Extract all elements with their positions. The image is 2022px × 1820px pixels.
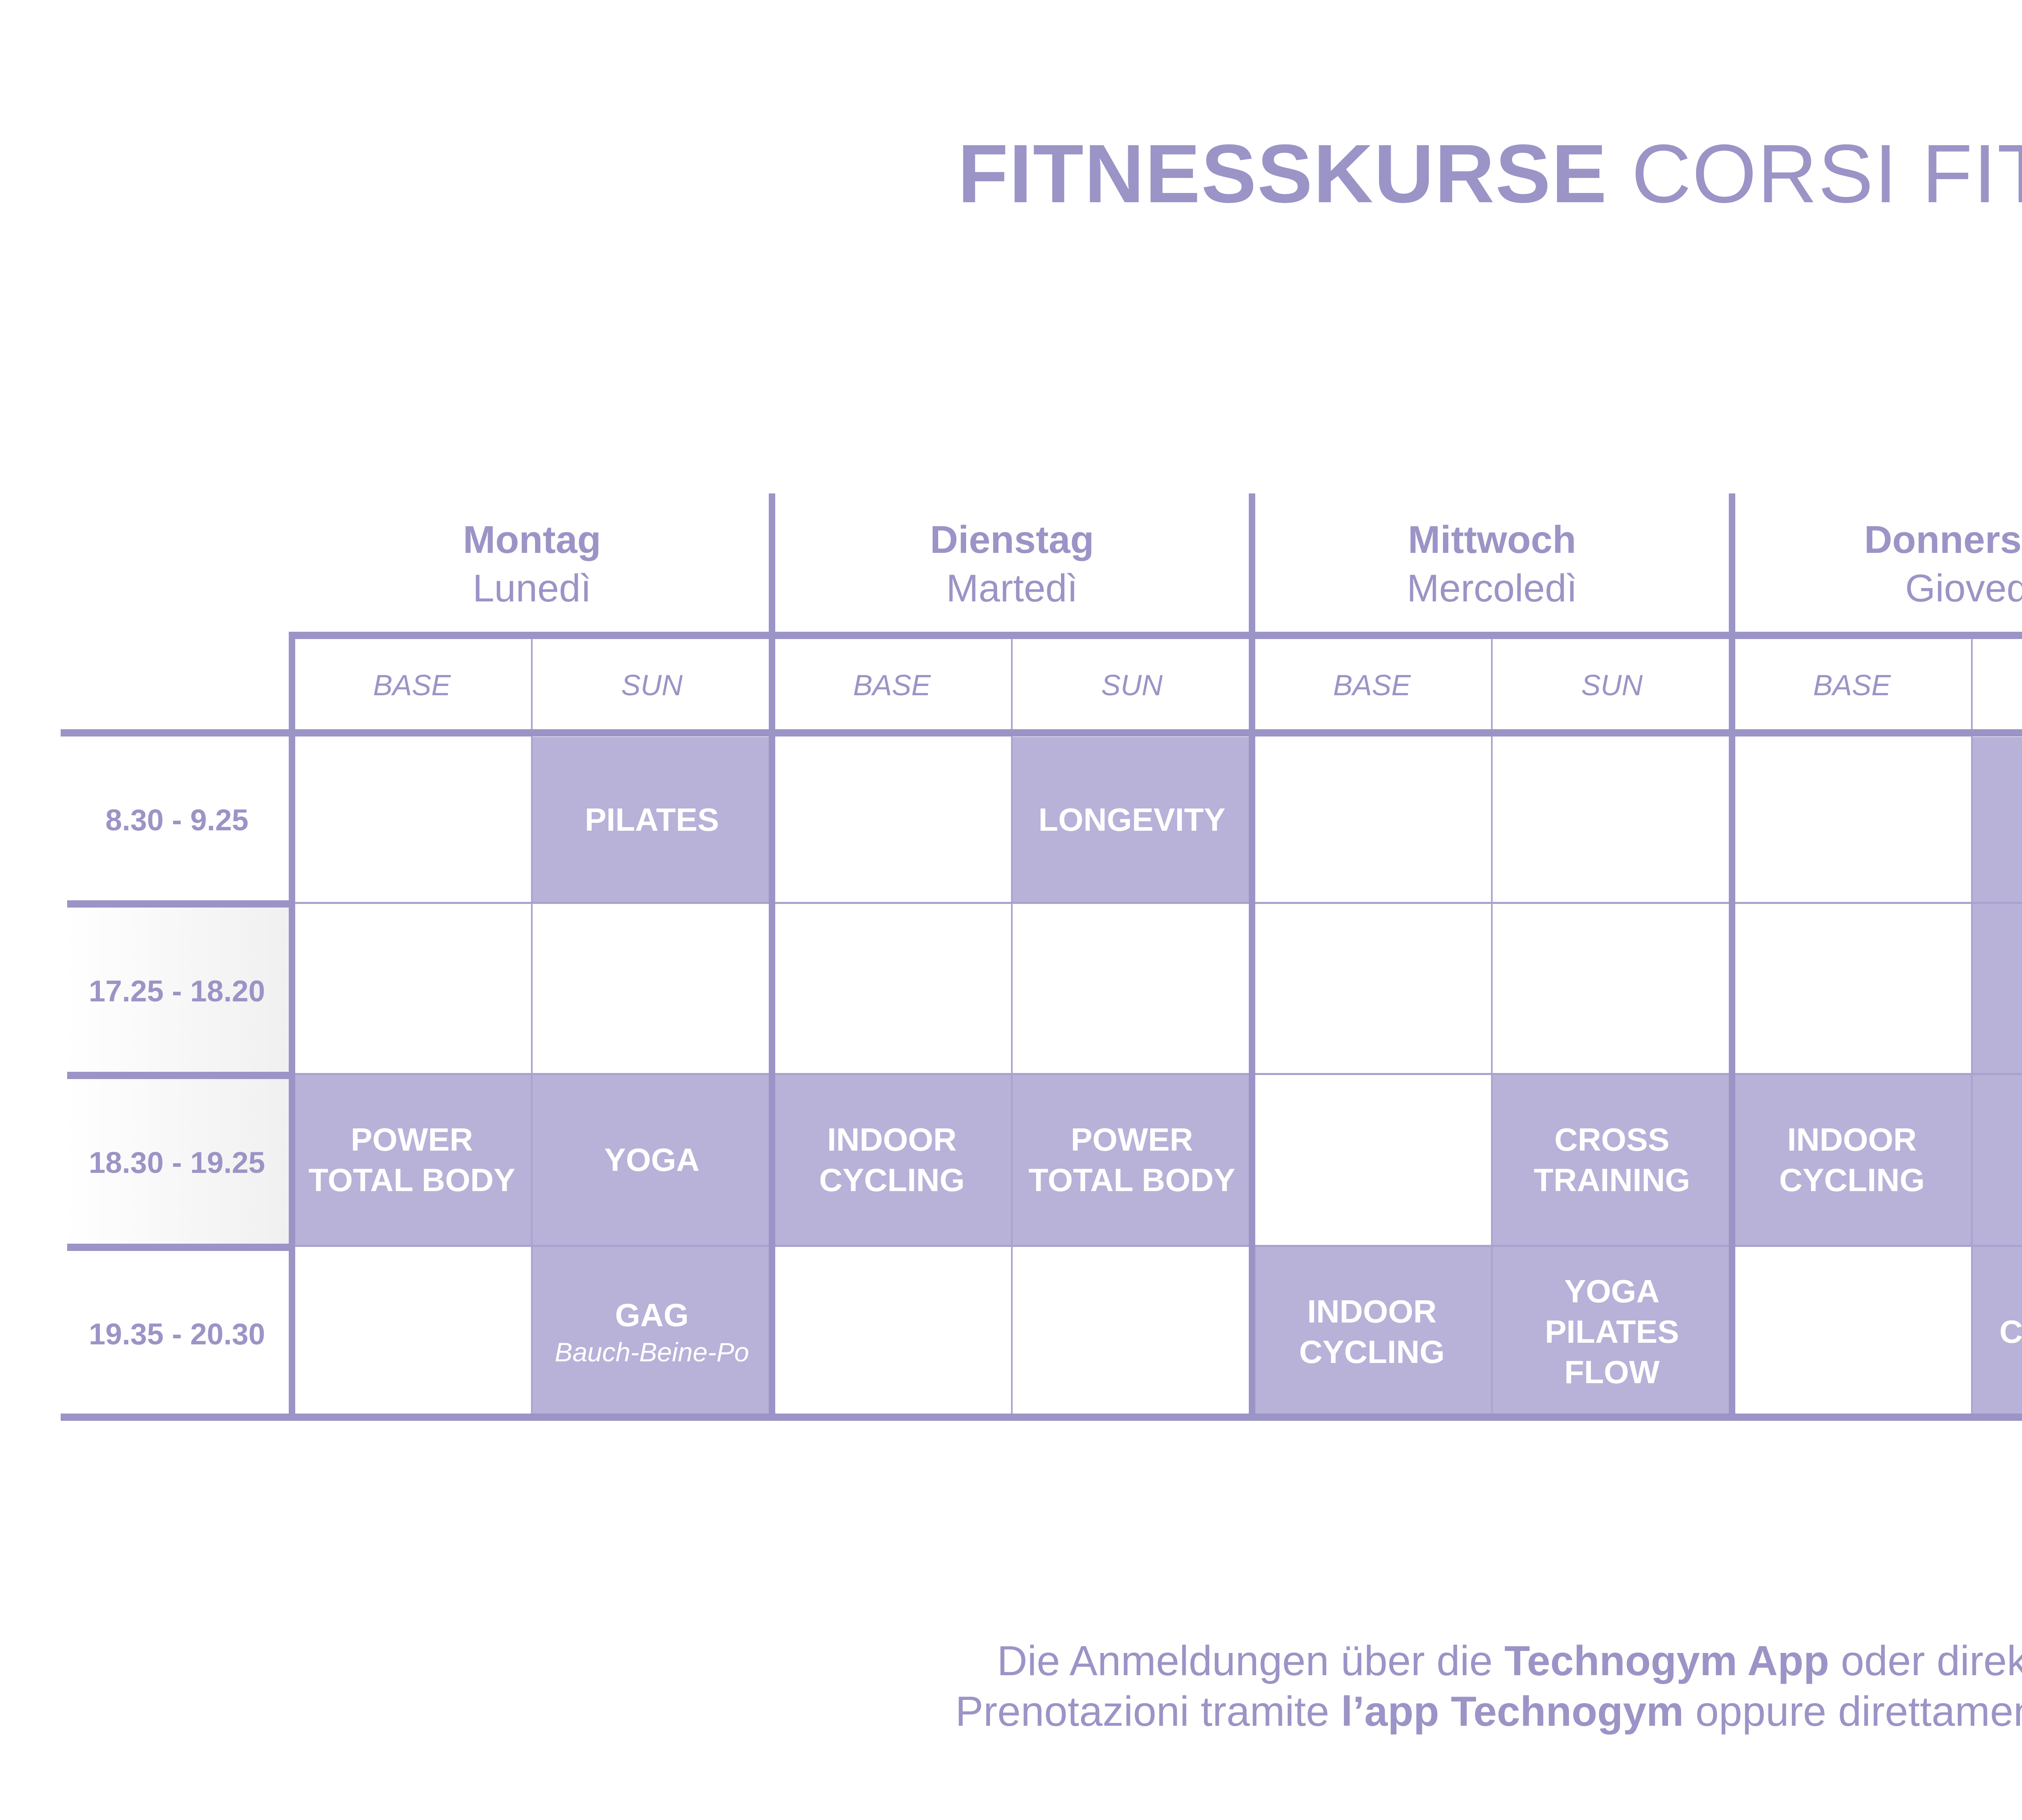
class-name-line: YOGA	[1564, 1273, 1660, 1309]
class-cell: INDOOR CYCLING	[1252, 1246, 1492, 1418]
class-name-line: TRAINING	[1533, 1162, 1690, 1198]
footer-line-italian: Prenotazioni tramite l’app Technogym opp…	[0, 1687, 2022, 1737]
class-cell: YOGA	[532, 1074, 772, 1246]
day-name-de: Montag	[463, 518, 601, 561]
time-rule	[67, 900, 292, 908]
subcolumn-divider	[1491, 637, 1493, 1418]
class-name-line: CYCLING	[819, 1162, 965, 1198]
subheader-sun: SUN	[1581, 669, 1643, 702]
row-divider	[292, 1073, 2022, 1075]
class-subtitle: Bauch-Beine-Po	[554, 1337, 749, 1367]
footer-text: Die Anmeldungen über die	[997, 1638, 1504, 1685]
subheader-rule	[61, 729, 2022, 736]
subheader-base: BASE	[1333, 669, 1411, 702]
time-rule	[67, 1072, 292, 1079]
class-cell: CROSS TRAINING	[1492, 1074, 1732, 1246]
day-header-thursday: Donnerstag Giovedì	[1732, 495, 2022, 633]
subcolumn-divider	[1011, 637, 1013, 1418]
class-name-line: POWER	[351, 1121, 473, 1158]
bottom-rule	[61, 1414, 2022, 1421]
page-title: FITNESSKURSE CORSI FITNESS	[0, 121, 2022, 226]
subcolumn-divider	[531, 637, 533, 1418]
class-name-line: CROSS	[1554, 1121, 1670, 1158]
day-header-monday: Montag Lunedì	[292, 495, 772, 633]
day-name-it: Lunedì	[472, 567, 592, 610]
class-name-line: FLOW	[1564, 1354, 1660, 1390]
day-header-wednesday: Mittwoch Mercoledì	[1252, 495, 1732, 633]
day-header-tuesday: Dienstag Martedì	[772, 495, 1252, 633]
time-slot-3: 18.30 - 19.25	[65, 1079, 289, 1246]
time-slot-2: 17.25 - 18.20	[65, 908, 289, 1074]
day-name-it: Martedì	[946, 567, 1078, 610]
subheader-base: BASE	[1813, 669, 1891, 702]
subheader-sun: SUN	[1972, 641, 2022, 730]
day-name-it: Mercoledì	[1407, 567, 1578, 610]
row-divider	[292, 902, 2022, 904]
subheader-base: BASE	[853, 669, 931, 702]
time-slot-4: 19.35 - 20.30	[89, 1317, 265, 1351]
class-cell: CARDIO FIT	[1972, 1246, 2022, 1418]
class-name-line: INDOOR	[827, 1121, 957, 1158]
day-border	[769, 493, 775, 1421]
time-rule	[67, 1244, 292, 1251]
class-cell: POWER TOTAL BODY	[292, 1074, 532, 1246]
time-slot-1: 8.30 - 9.25	[105, 803, 249, 837]
class-name-line: INDOOR	[1787, 1121, 1917, 1158]
class-name: CARDIO FIT	[1999, 1313, 2022, 1350]
day-name-de: Mittwoch	[1408, 518, 1576, 561]
time-column-border	[289, 632, 295, 1421]
title-german: FITNESSKURSE	[957, 127, 1608, 220]
class-cell: POWER TOTAL BODY	[1012, 1074, 1252, 1246]
class-cell: INDOOR CYCLING	[1732, 1074, 1972, 1246]
day-border	[1729, 493, 1735, 1421]
class-cell: GAG Bauch-Beine-Po	[532, 1246, 772, 1418]
class-name-line: INDOOR	[1307, 1293, 1437, 1329]
class-name: GAG	[615, 1297, 689, 1333]
class-name-line: PILATES	[1545, 1313, 1679, 1350]
footer-text: Prenotazioni tramite	[955, 1688, 1341, 1735]
class-name-line: CYCLING	[1299, 1333, 1445, 1370]
subheader-sun: SUN	[1101, 669, 1163, 702]
day-name-de: Donnerstag	[1864, 518, 2022, 561]
footer-text: oppure direttamente nel centro.	[1695, 1688, 2022, 1735]
class-name-line: POWER	[1070, 1121, 1193, 1158]
class-cell: INDOOR CYCLING	[772, 1074, 1012, 1246]
class-name-line: TOTAL BODY	[308, 1162, 516, 1198]
footer-text: oder direkt im Studio.	[1840, 1638, 2022, 1685]
class-name-line: CYCLING	[1779, 1162, 1925, 1198]
footer-app-name: l’app Technogym	[1341, 1688, 1684, 1735]
class-cell: PILATES	[532, 737, 772, 903]
class-name: LONGEVITY	[1038, 802, 1226, 838]
footer-line-german: Die Anmeldungen über die Technogym App o…	[0, 1636, 2022, 1687]
day-name-it: Giovedì	[1905, 567, 2022, 610]
class-cell: YOGA	[1972, 737, 2022, 903]
class-cell: YOGA PILATES FLOW	[1492, 1246, 1732, 1418]
subheader-base: BASE	[373, 669, 451, 702]
class-name-line: TOTAL BODY	[1028, 1162, 1235, 1198]
footer-app-name: Technogym App	[1504, 1638, 1830, 1685]
class-name: YOGA	[604, 1141, 700, 1178]
row-divider	[292, 1245, 2022, 1247]
class-cell: PILATES	[1972, 1074, 2022, 1246]
day-name-de: Dienstag	[930, 518, 1094, 561]
day-border	[1249, 493, 1255, 1421]
subheader-sun: SUN	[621, 669, 683, 702]
subcolumn-divider	[1971, 637, 1973, 1418]
class-cell: POWER PILATES	[1972, 903, 2022, 1074]
class-cell: LONGEVITY	[1012, 737, 1252, 903]
class-name: PILATES	[585, 802, 719, 838]
title-italian: CORSI FITNESS	[1631, 127, 2022, 220]
header-rule	[290, 632, 2022, 639]
